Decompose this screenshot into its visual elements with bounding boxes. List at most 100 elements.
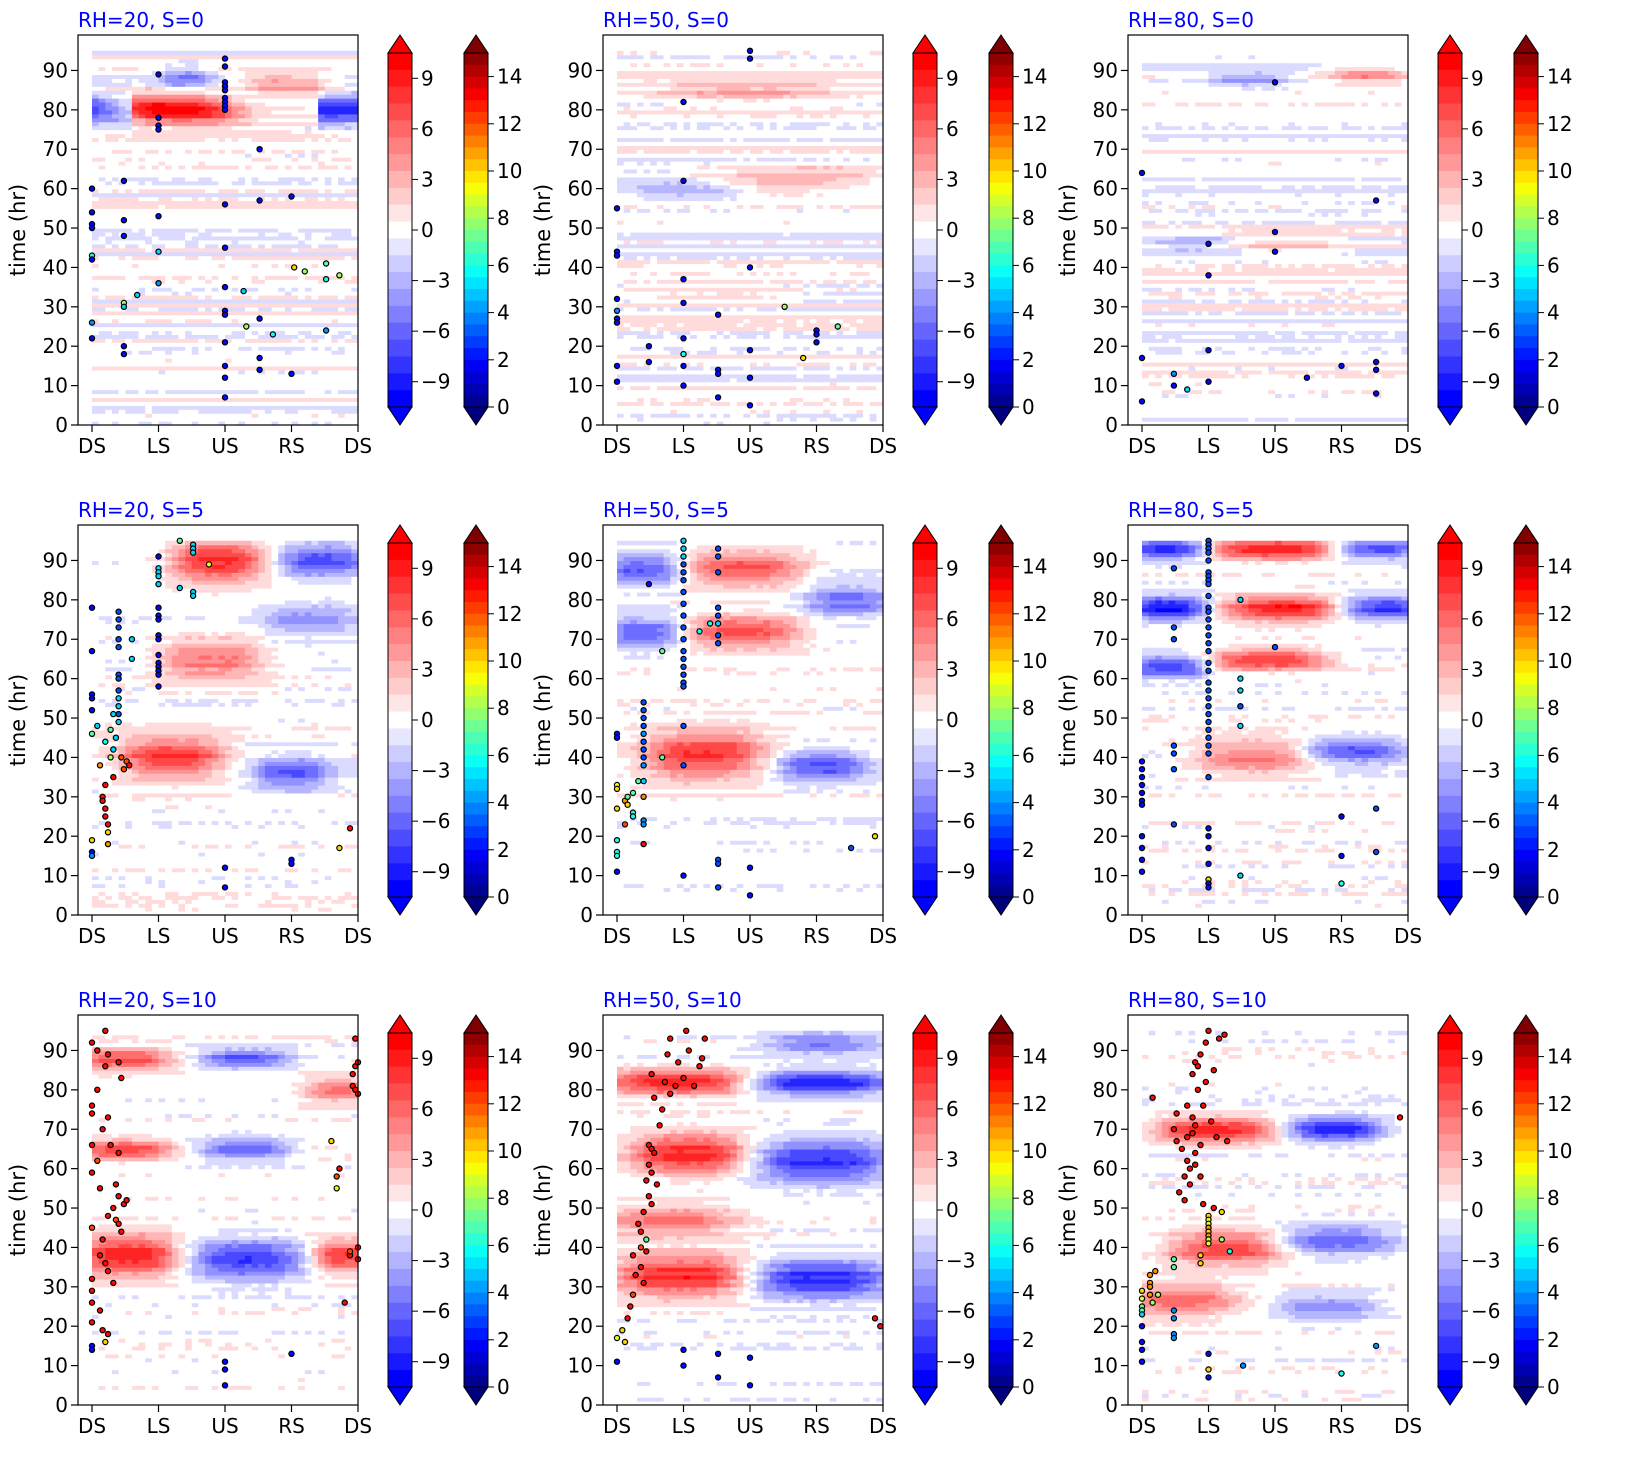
heatmap-cell [171,133,180,139]
heatmap-cell [789,397,798,402]
heatmap-cell [111,397,120,402]
heatmap-cell [258,409,266,414]
heatmap-cell [238,381,246,387]
heatmap-cell [205,291,213,296]
heatmap-cell [298,180,306,186]
heatmap-cell [218,208,226,213]
heatmap-cell [298,251,306,257]
heatmap-cell [617,409,625,414]
heatmap-cell [105,393,113,399]
heatmap-cell [304,129,313,135]
heatmap-cell [218,267,226,272]
heatmap-cell [703,401,711,406]
heatmap-cell [205,283,213,288]
heatmap-cell [284,235,293,241]
heatmap-cell [769,354,778,359]
heatmap-cell [278,306,286,312]
heatmap-cell [351,74,359,79]
heatmap-cell [351,267,359,272]
heatmap-cell [251,338,259,343]
heatmap-cell [165,224,173,229]
heatmap-cell [198,192,206,198]
heatmap-cell [151,259,160,265]
heatmap-cell [331,125,339,131]
heatmap-cell [145,377,153,383]
heatmap-cell [769,393,778,399]
heatmap-cell [856,409,864,414]
heatmap-cell [650,401,658,406]
heatmap-cell [251,105,259,111]
heatmap-cell [763,369,771,375]
heatmap-cell [298,239,306,245]
heatmap-cell [338,208,346,213]
heatmap-cell [205,157,213,162]
heatmap-cell [251,133,259,139]
heatmap-cell [338,373,346,379]
heatmap-cell [171,121,180,127]
heatmap-cell [198,405,206,410]
heatmap-cell [218,62,226,68]
heatmap-cell [264,346,273,351]
heatmap-cell [258,231,266,237]
heatmap-cell [318,314,326,320]
heatmap-cell [125,216,133,221]
heatmap-cell [211,389,219,395]
heatmap-cell [231,62,239,68]
heatmap-cell [351,275,359,280]
heatmap-cell [264,58,273,64]
heatmap-cell [264,373,273,379]
heatmap-cell [271,385,279,391]
heatmap-cell [131,137,140,142]
heatmap-cell [105,243,113,249]
heatmap-cell [145,54,153,60]
heatmap-cell [338,228,346,233]
heatmap-cell [92,117,100,123]
heatmap-cell [105,354,113,359]
heatmap-cell [836,358,844,363]
heatmap-cell [125,350,133,355]
heatmap-cell [98,306,106,312]
heatmap-cell [271,275,279,280]
heatmap-cell [856,350,864,355]
heatmap-cell [723,361,731,367]
heatmap-cell [304,165,313,170]
heatmap-cell [291,306,299,312]
heatmap-cell [338,275,346,280]
heatmap-cell [278,184,286,190]
heatmap-cell [324,62,332,68]
heatmap-cell [769,361,778,367]
heatmap-cell [231,188,239,194]
heatmap-cell [763,409,771,414]
heatmap-cell [318,176,326,182]
heatmap-cell [244,184,253,190]
heatmap-cell [151,413,160,418]
heatmap-cell [331,82,339,87]
heatmap-cell [324,109,332,115]
heatmap-cell [623,350,631,355]
heatmap-cell [125,168,133,174]
heatmap-cell [318,397,326,402]
heatmap-cell [663,322,671,328]
heatmap-cell [231,421,239,426]
heatmap-cell [145,117,153,123]
heatmap-cell [151,165,160,170]
heatmap-cell [165,322,173,328]
heatmap-cell [843,401,851,406]
heatmap-cell [151,204,160,209]
heatmap-cell [145,369,153,375]
heatmap-cell [231,326,239,332]
heatmap-cell [158,109,166,115]
heatmap-cell [171,62,180,68]
heatmap-cell [231,334,239,339]
heatmap-cell [118,94,126,99]
heatmap-cell [171,200,180,205]
heatmap-cell [198,302,206,308]
heatmap-cell [291,208,299,213]
heatmap-cell [191,90,199,95]
heatmap-cell [151,358,160,363]
heatmap-cell [125,153,133,158]
heatmap-cell [264,78,273,83]
heatmap-cell [185,180,193,186]
heatmap-cell [869,330,877,335]
heatmap-cell [829,361,838,367]
